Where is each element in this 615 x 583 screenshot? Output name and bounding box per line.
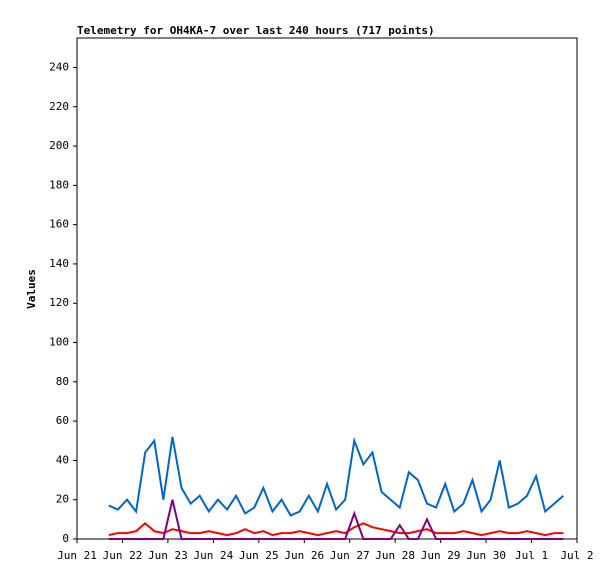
y-tick-label: 80 [56,375,69,388]
x-tick-label: Jun 24 [193,549,233,562]
y-tick-label: 100 [49,336,69,349]
series-line [108,499,564,540]
x-tick-label: Jun 23 [148,549,188,562]
x-tick-label: Jun 25 [239,549,279,562]
y-tick-label: 160 [49,218,69,231]
x-tick-label: Jul 2 [560,549,593,562]
y-tick-label: 0 [62,532,69,545]
chart-title: Telemetry for OH4KA-7 over last 240 hour… [77,24,435,37]
x-tick-label: Jun 22 [103,549,143,562]
y-tick-label: 20 [56,493,69,506]
series-line [108,521,564,537]
y-tick-label: 140 [49,257,69,270]
y-tick-label: 120 [49,296,69,309]
x-tick-label: Jul 1 [515,549,548,562]
y-tick-label: 60 [56,414,69,427]
y-tick-label: 240 [49,60,69,73]
x-tick-label: Jun 26 [284,549,324,562]
y-tick-label: 180 [49,178,69,191]
y-axis-label: Values [25,269,38,309]
y-tick-label: 200 [49,139,69,152]
x-tick-label: Jun 30 [466,549,506,562]
x-tick-label: Jun 29 [421,549,461,562]
x-tick-label: Jun 27 [330,549,370,562]
series-line [108,436,565,517]
y-tick-label: 40 [56,453,69,466]
y-tick-label: 220 [49,100,69,113]
x-tick-label: Jun 21 [57,549,97,562]
x-tick-label: Jun 28 [375,549,415,562]
plot-frame [76,37,578,540]
